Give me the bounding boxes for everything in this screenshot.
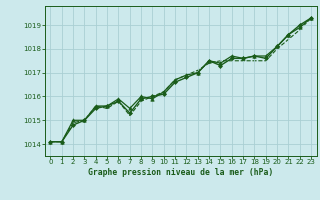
X-axis label: Graphe pression niveau de la mer (hPa): Graphe pression niveau de la mer (hPa) bbox=[88, 168, 273, 177]
